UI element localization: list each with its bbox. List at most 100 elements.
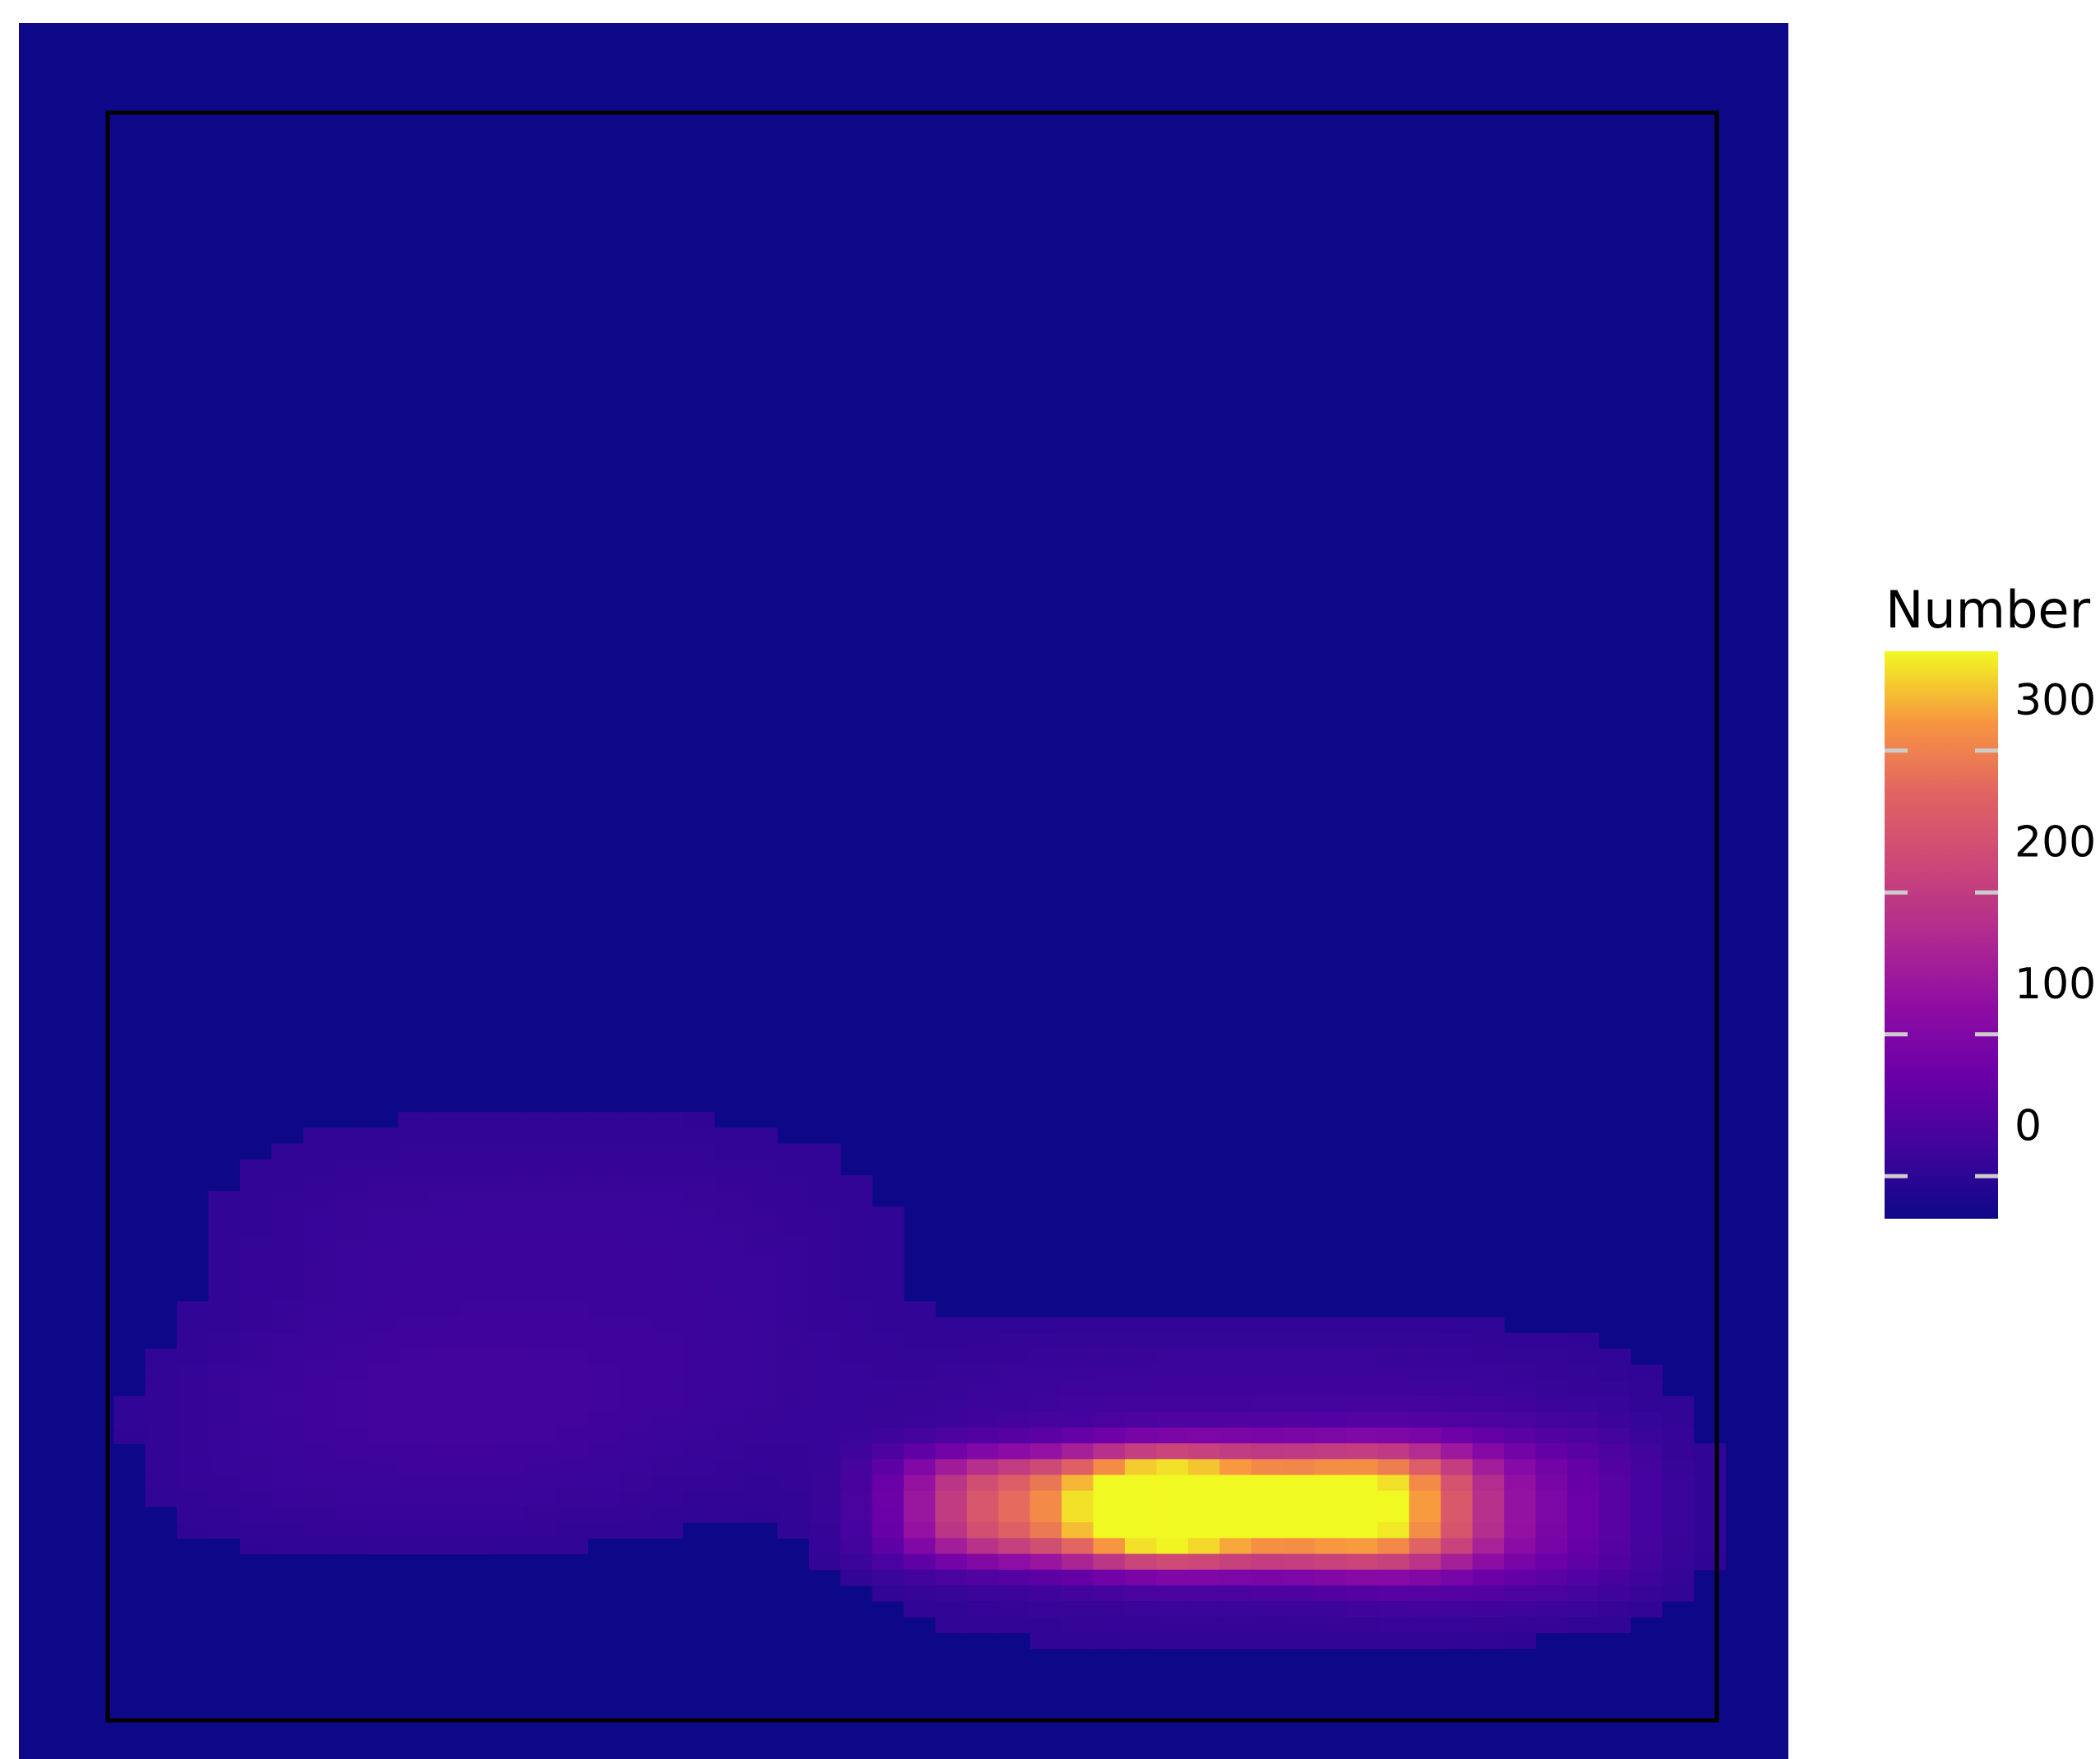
heatmap-cell <box>429 1490 462 1507</box>
heatmap-cell <box>1504 1380 1537 1397</box>
heatmap-cell <box>650 1396 683 1413</box>
heatmap-cell <box>1314 1332 1347 1349</box>
heatmap-cell <box>1251 1349 1284 1365</box>
heatmap-cell <box>872 1253 904 1271</box>
heatmap-cell <box>682 1127 715 1145</box>
heatmap-cell <box>429 1174 462 1192</box>
heatmap-cell <box>335 1253 368 1271</box>
heatmap-cell <box>1314 1538 1347 1555</box>
heatmap-cell <box>398 1443 431 1460</box>
heatmap-cell <box>1504 1427 1537 1444</box>
heatmap-cell <box>208 1332 241 1349</box>
heatmap-cell <box>1408 1506 1441 1523</box>
heatmap-cell <box>556 1396 589 1413</box>
heatmap-cell <box>1598 1443 1631 1460</box>
heatmap-cell <box>777 1317 810 1334</box>
heatmap-cell <box>1598 1459 1631 1476</box>
heatmap-cell <box>493 1427 525 1444</box>
heatmap-cell <box>840 1427 873 1444</box>
heatmap-cell <box>303 1427 335 1444</box>
heatmap-cell <box>240 1332 273 1349</box>
heatmap-cell <box>808 1206 841 1224</box>
heatmap-cell <box>1314 1349 1347 1365</box>
heatmap-cell <box>1029 1506 1062 1523</box>
heatmap-cell <box>1630 1427 1663 1444</box>
heatmap-cell <box>1219 1585 1252 1602</box>
heatmap-cell <box>1693 1443 1726 1460</box>
heatmap-cell <box>1346 1585 1379 1602</box>
heatmap-cell <box>935 1522 968 1539</box>
heatmap-cell <box>461 1474 494 1492</box>
heatmap-cell <box>1093 1553 1126 1571</box>
heatmap-cell <box>1314 1506 1347 1523</box>
heatmap-cell <box>1598 1427 1631 1444</box>
heatmap-cell <box>1062 1522 1094 1539</box>
heatmap-cell <box>1408 1349 1441 1365</box>
heatmap-cell <box>524 1301 557 1318</box>
heatmap-cell <box>145 1364 178 1382</box>
heatmap-cell <box>808 1522 841 1539</box>
heatmap-cell <box>998 1317 1031 1334</box>
heatmap-cell <box>745 1253 778 1271</box>
heatmap-cell <box>398 1127 431 1145</box>
heatmap-cell <box>745 1301 778 1318</box>
heatmap-cell <box>1408 1443 1441 1460</box>
colorbar-tick-label: 100 <box>2014 960 2096 1009</box>
heatmap-cell <box>1346 1601 1379 1618</box>
heatmap-cell <box>1251 1380 1284 1397</box>
heatmap-cell <box>650 1317 683 1334</box>
heatmap-cell <box>1472 1364 1505 1382</box>
heatmap-cell <box>904 1396 937 1413</box>
heatmap-cell <box>1377 1396 1410 1413</box>
heatmap-cell <box>1314 1427 1347 1444</box>
heatmap-cell <box>1283 1443 1316 1460</box>
heatmap-cell <box>808 1411 841 1428</box>
heatmap-cell <box>935 1490 968 1507</box>
heatmap-cell <box>714 1206 747 1224</box>
heatmap-cell <box>935 1380 968 1397</box>
heatmap-cell <box>840 1569 873 1586</box>
heatmap-cell <box>808 1332 841 1349</box>
heatmap-cell <box>840 1222 873 1239</box>
heatmap-cell <box>745 1174 778 1192</box>
heatmap-cell <box>1377 1332 1410 1349</box>
heatmap-cell <box>429 1238 462 1255</box>
heatmap-cell <box>1187 1601 1220 1618</box>
heatmap-cell <box>429 1317 462 1334</box>
heatmap-cell <box>1693 1490 1726 1507</box>
heatmap-cell <box>1156 1427 1189 1444</box>
heatmap-cell <box>1472 1506 1505 1523</box>
heatmap-cell <box>777 1459 810 1476</box>
heatmap-cell <box>1156 1364 1189 1382</box>
heatmap-cell <box>556 1238 589 1255</box>
heatmap-cell <box>587 1427 620 1444</box>
heatmap-cell <box>398 1253 431 1271</box>
heatmap-cell <box>1346 1632 1379 1650</box>
heatmap-cell <box>1029 1411 1062 1428</box>
heatmap-cell <box>1125 1585 1158 1602</box>
heatmap-cell <box>1377 1474 1410 1492</box>
heatmap-cell <box>429 1364 462 1382</box>
heatmap-cell <box>429 1143 462 1160</box>
heatmap-cell <box>556 1349 589 1365</box>
heatmap-cell <box>1093 1601 1126 1618</box>
heatmap-cell <box>271 1159 304 1176</box>
heatmap-cell <box>1408 1459 1441 1476</box>
colorbar-tick-label: 300 <box>2014 676 2096 725</box>
heatmap-cell <box>966 1569 999 1586</box>
heatmap-cell <box>745 1349 778 1365</box>
heatmap-cell <box>1408 1380 1441 1397</box>
heatmap-cell <box>777 1522 810 1539</box>
heatmap-cell <box>1535 1474 1568 1492</box>
heatmap-cell <box>619 1459 652 1476</box>
heatmap-cell <box>1219 1459 1252 1476</box>
heatmap-cell <box>1567 1459 1600 1476</box>
heatmap-cell <box>366 1364 399 1382</box>
heatmap-cell <box>587 1522 620 1539</box>
heatmap-cell <box>271 1474 304 1492</box>
heatmap-cell <box>619 1206 652 1224</box>
heatmap-cell <box>1029 1396 1062 1413</box>
heatmap-cell <box>366 1349 399 1365</box>
heatmap-cell <box>1441 1459 1473 1476</box>
heatmap-cell <box>1062 1490 1094 1507</box>
